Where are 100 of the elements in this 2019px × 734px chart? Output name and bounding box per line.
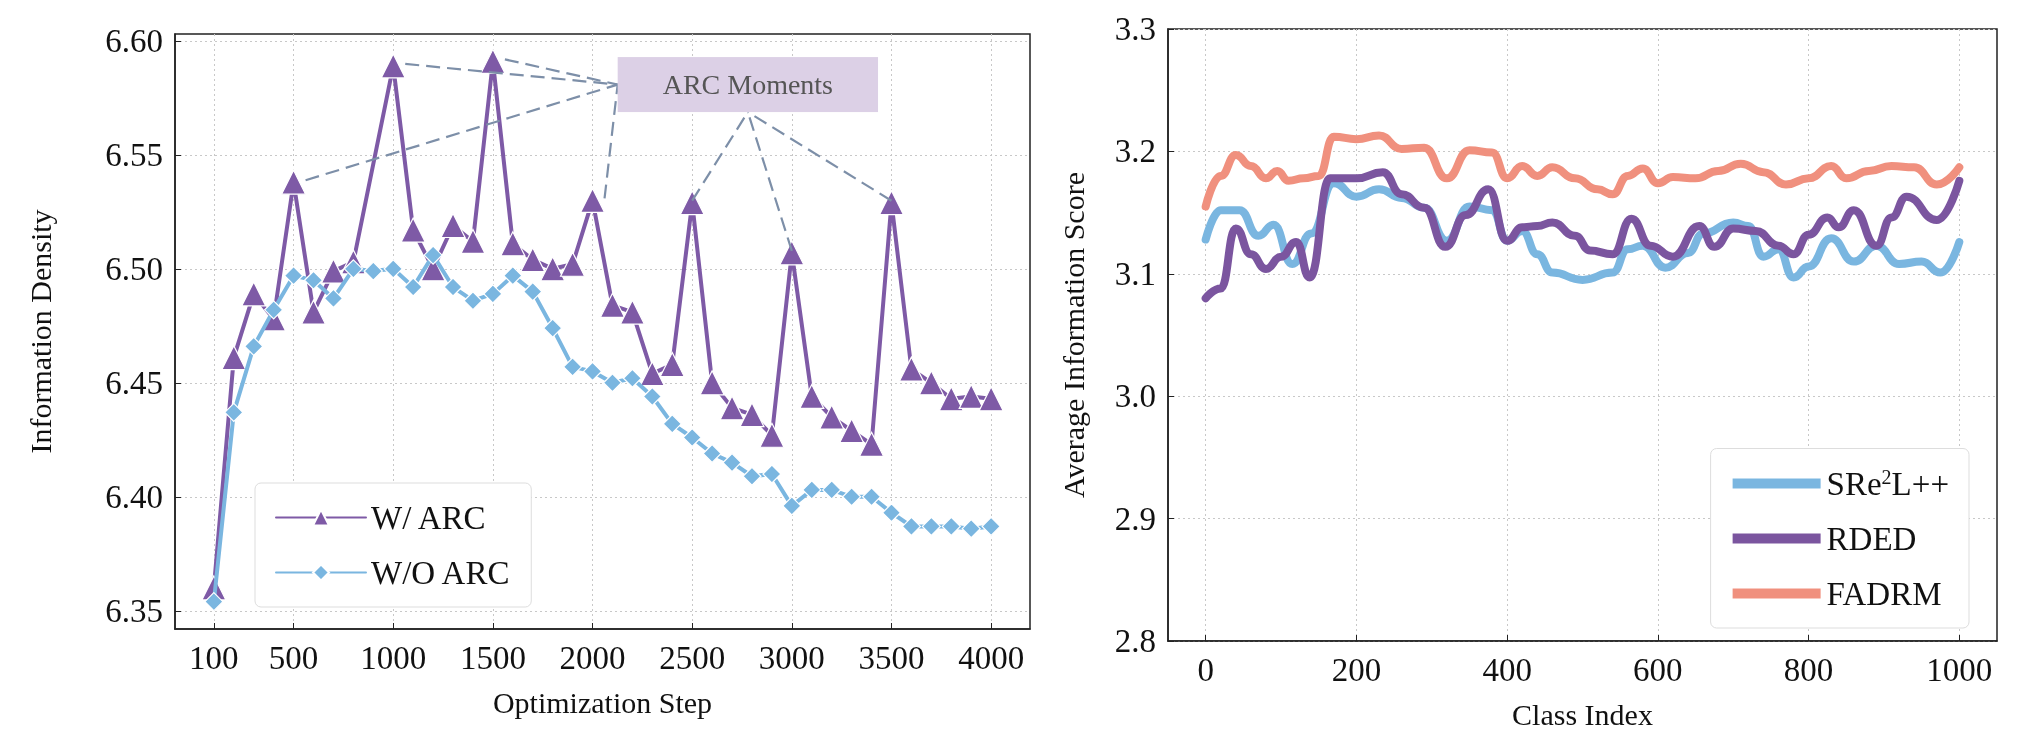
point [722,452,742,473]
point [579,187,606,214]
point [280,169,307,195]
point [403,277,423,297]
point [221,345,247,371]
point [702,443,722,464]
x-tick-label: 3500 [858,639,925,676]
y-tick-label: 3.2 [1114,133,1156,170]
point [602,373,623,393]
point [443,277,463,297]
point [901,516,922,537]
point [543,318,563,338]
point [961,519,981,539]
point [779,240,805,266]
point [682,427,702,448]
point [622,368,642,388]
y-tick-label: 3.3 [1114,11,1156,47]
annotation: ARC Moments [662,69,834,101]
point [762,464,782,484]
point [320,258,347,284]
point [500,231,526,257]
point [383,259,403,279]
point [323,288,344,309]
point [958,383,984,410]
x-tick-label: 0 [1197,651,1214,688]
point [300,299,327,325]
point [204,592,224,612]
y-axis-title: Information Density [23,209,57,454]
point [380,53,406,79]
x-tick-label: 600 [1633,651,1683,688]
point [563,357,583,377]
point [423,245,443,265]
point [241,281,267,307]
point [440,212,466,239]
point [839,418,865,444]
y-tick-label: 2.9 [1114,500,1156,537]
x-tick-label: 100 [189,639,239,676]
x-tick-label: 200 [1331,651,1382,688]
point [699,370,725,396]
point [918,370,944,396]
point [822,480,842,500]
point [264,300,284,320]
point [799,383,825,410]
x-tick-label: 1500 [459,639,526,676]
point [483,284,503,304]
point [739,402,765,428]
point [981,516,1001,537]
point [520,247,546,273]
y-tick-label: 6.40 [105,478,163,515]
x-tick-label: 2500 [659,639,726,676]
point [460,228,486,255]
x-tick-label: 4000 [958,639,1025,676]
x-tick-label: 1000 [360,639,427,676]
legend-label: W/O ARC [371,554,510,591]
point [881,503,902,523]
y-tick-label: 6.55 [105,136,163,173]
legend-label: FADRM [1826,575,1942,612]
point [283,266,304,286]
point [560,251,586,277]
x-axis-title: Class Index [1512,697,1653,731]
point [742,466,762,486]
point [224,402,244,423]
x-tick-label: 400 [1482,651,1532,688]
y-tick-label: 6.60 [105,22,163,59]
point [582,361,603,381]
point [719,395,745,421]
point [480,48,506,74]
y-tick-label: 6.45 [105,364,163,401]
point [938,386,964,412]
point [303,270,324,290]
point [523,282,543,302]
point [642,386,662,407]
point [759,422,785,448]
x-tick-label: 1000 [1926,651,1993,688]
legend-label: RDED [1826,520,1917,557]
x-axis-title: Optimization Step [492,685,713,719]
legend-label: W/ ARC [371,499,486,536]
x-tick-label: 500 [268,639,319,676]
y-axis-title: Average Information Score [1056,172,1090,498]
y-tick-label: 2.8 [1114,623,1156,659]
x-tick-label: 3000 [758,639,825,676]
x-tick-label: 2000 [559,639,626,676]
point [921,516,941,537]
y-tick-label: 6.50 [105,250,163,287]
point [662,414,682,434]
point [802,480,822,500]
point [679,190,705,216]
point [363,261,383,281]
point [819,404,845,430]
point [878,190,905,216]
y-tick-label: 6.35 [105,592,163,629]
point [540,256,566,282]
x-tick-label: 800 [1783,651,1834,688]
point [978,386,1004,412]
point [842,487,862,507]
point [639,361,665,387]
point [861,487,882,507]
point [898,356,925,382]
y-tick-label: 3.1 [1114,255,1156,292]
point [400,217,426,243]
